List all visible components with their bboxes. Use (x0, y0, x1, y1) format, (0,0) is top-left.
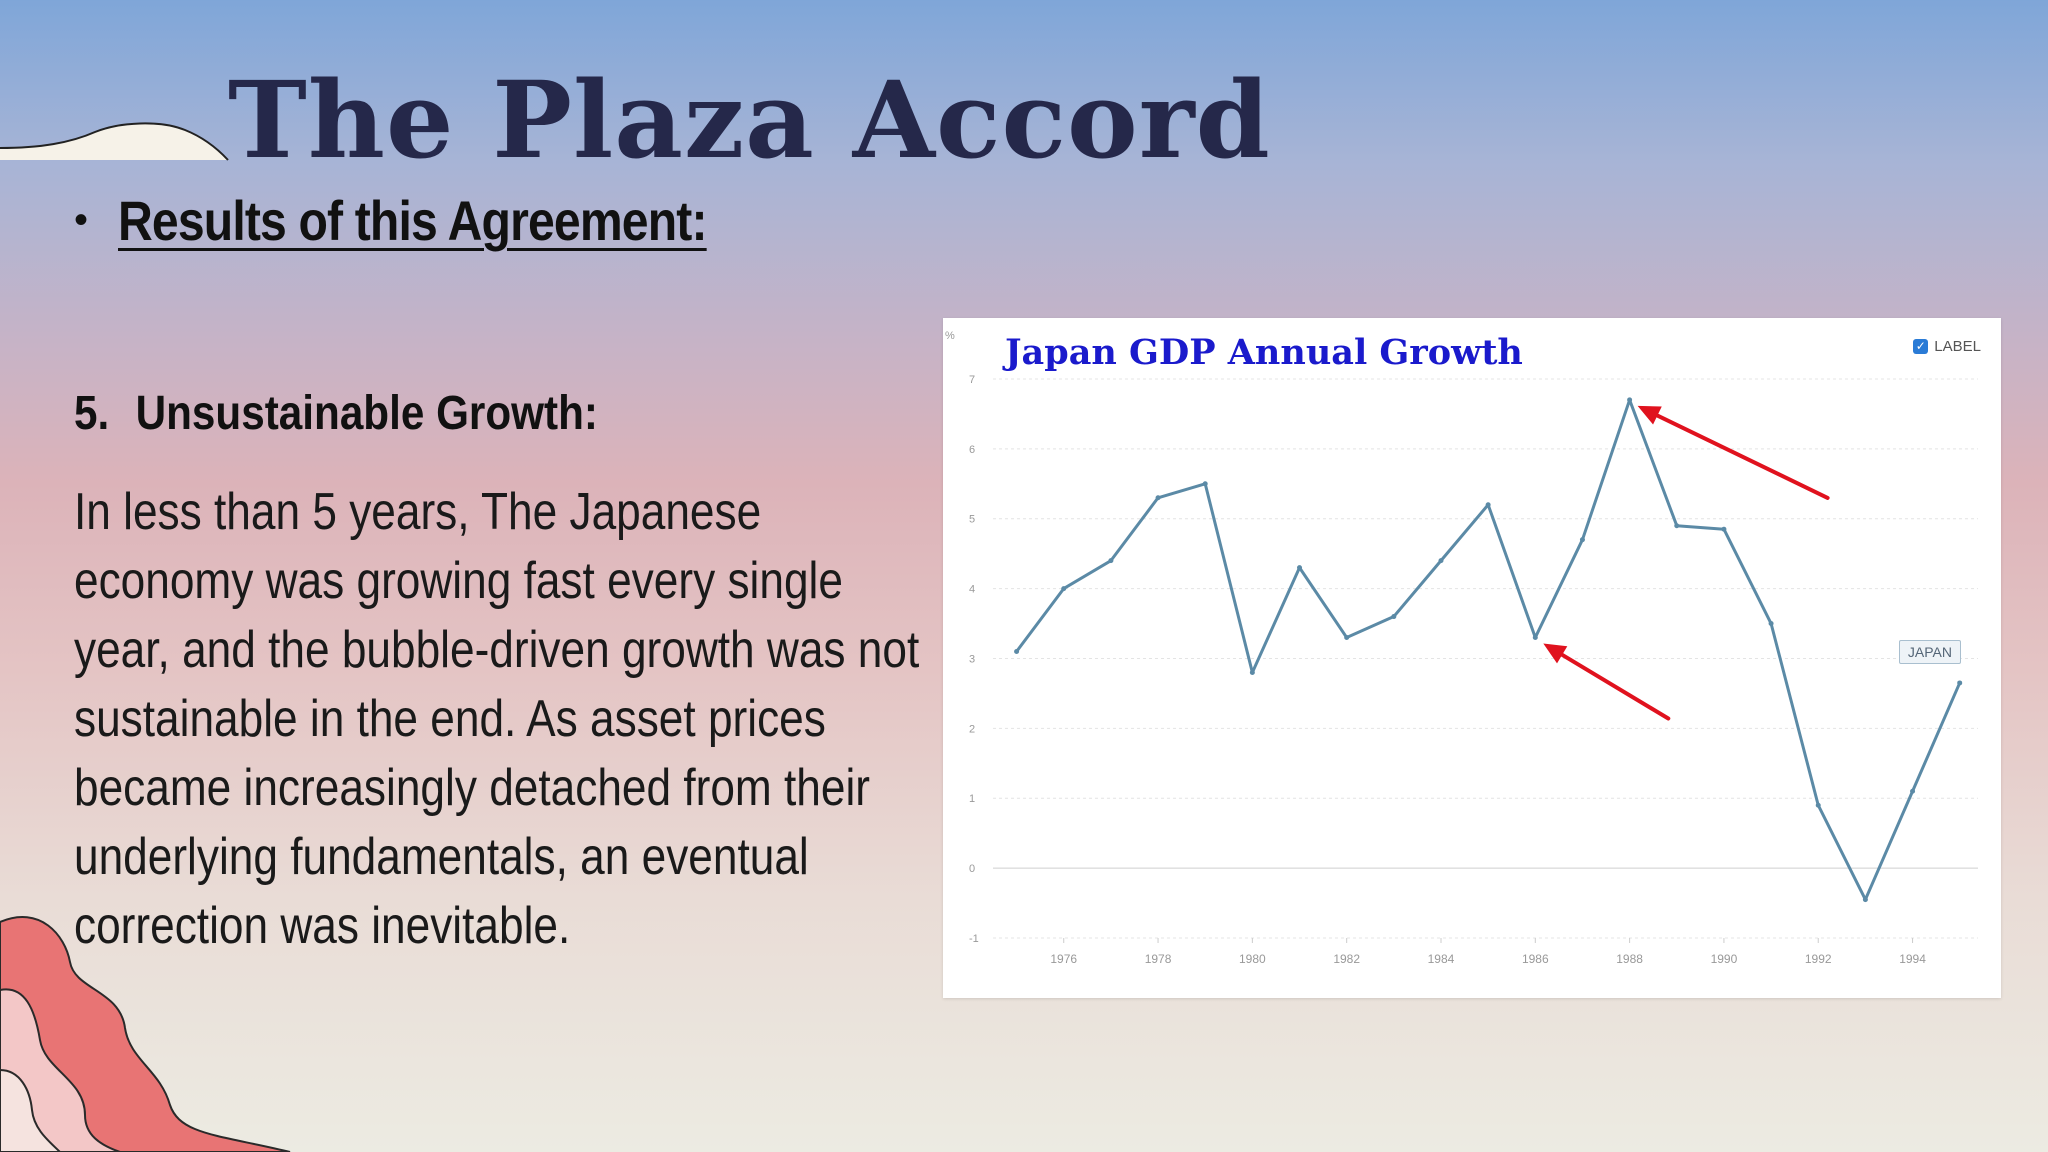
x-tick-label: 1976 (1050, 952, 1077, 966)
y-tick-label: 4 (969, 584, 975, 596)
slide-title: The Plaza Accord (228, 57, 1271, 182)
legend[interactable]: ✓ LABEL (1913, 338, 1981, 355)
gdp-line-chart: -1 0 1 2 3 4 5 6 7 1976 1978 1980 1982 1984 1986 1988 19… (969, 374, 1978, 966)
y-tick-label: 2 (969, 723, 975, 735)
data-point (1014, 648, 1020, 654)
cloud-decoration (0, 122, 229, 161)
x-tick-label: 1988 (1616, 952, 1643, 966)
x-tick-label: 1980 (1239, 952, 1266, 966)
y-tick-label: -1 (969, 933, 979, 945)
legend-label: LABEL (1934, 338, 1981, 355)
x-tick-label: 1978 (1145, 952, 1172, 966)
data-point (1249, 669, 1255, 675)
x-tick-label: 1984 (1428, 952, 1455, 966)
data-point (1532, 635, 1538, 641)
section-heading-text: Unsustainable Growth: (135, 387, 598, 440)
x-tick-label: 1994 (1899, 952, 1926, 966)
y-tick-label: 5 (969, 514, 975, 526)
section-body: In less than 5 years, The Japanese econo… (74, 483, 920, 955)
y-tick-label: 1 (969, 793, 975, 805)
data-point (1957, 680, 1963, 686)
series-line-japan (1015, 398, 1962, 902)
checkbox-icon[interactable]: ✓ (1913, 339, 1929, 354)
data-point (1768, 621, 1774, 627)
series-tag: JAPAN (1898, 640, 1961, 664)
annotation-arrow-head (1543, 643, 1568, 664)
data-point (1344, 635, 1350, 641)
y-tick-label: 3 (969, 653, 975, 665)
data-point (1108, 558, 1114, 564)
chart-card: -1 0 1 2 3 4 5 6 7 1976 1978 1980 1982 1984 1986 1988 19… (943, 318, 2001, 998)
section-number: 5. (74, 387, 110, 440)
x-tick-label: 1986 (1522, 952, 1549, 966)
data-point (1438, 558, 1444, 564)
data-point (1061, 586, 1067, 592)
annotation-arrow-head (1637, 405, 1662, 425)
x-tick-label: 1992 (1805, 952, 1832, 966)
chart-title: Japan GDP Annual Growth (1005, 332, 1523, 373)
bullet-heading: Results of this Agreement: (118, 189, 708, 252)
data-point (1155, 495, 1161, 501)
data-point (1485, 502, 1491, 508)
data-point (1910, 788, 1916, 794)
y-unit-label: % (945, 330, 955, 342)
annotation-arrow-shaft (1655, 413, 1830, 500)
data-point (1674, 523, 1680, 529)
y-tick-label: 6 (969, 444, 975, 456)
bullet-item: • Results of this Agreement: (74, 188, 803, 253)
annotation-arrow-shaft (1560, 652, 1671, 721)
wave-decoration (0, 916, 291, 1152)
x-tick-label: 1982 (1333, 952, 1360, 966)
y-tick-label: 0 (969, 863, 975, 875)
data-point (1862, 897, 1868, 903)
data-point (1627, 397, 1633, 403)
x-tick-label: 1990 (1711, 952, 1738, 966)
data-point (1202, 481, 1208, 487)
data-point (1815, 802, 1821, 808)
data-point (1391, 614, 1397, 620)
data-point (1721, 526, 1727, 532)
bullet-dot-icon: • (74, 198, 89, 242)
y-tick-label: 7 (969, 374, 975, 386)
section-heading: 5. Unsustainable Growth: (74, 386, 598, 441)
data-point (1297, 565, 1303, 571)
data-point (1579, 537, 1585, 543)
